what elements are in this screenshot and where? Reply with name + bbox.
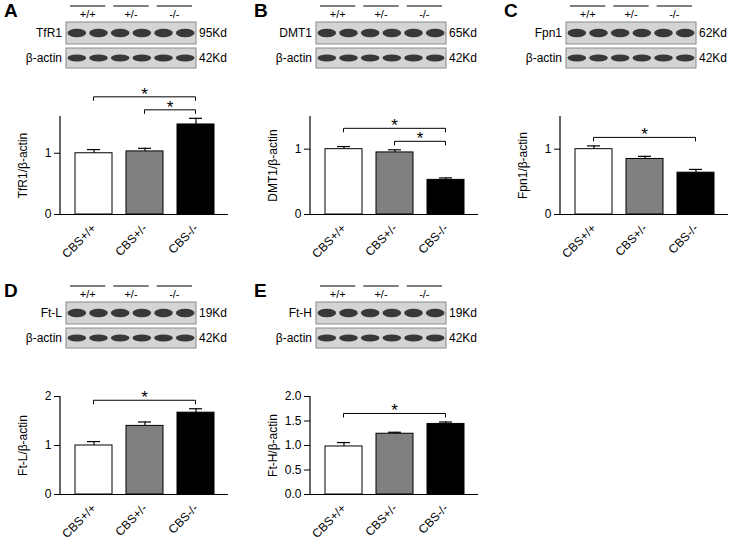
svg-text:DMT1: DMT1 xyxy=(279,26,312,40)
svg-text:0: 0 xyxy=(45,207,52,221)
svg-text:β-actin: β-actin xyxy=(26,51,62,65)
svg-text:1: 1 xyxy=(45,146,52,160)
svg-text:*: * xyxy=(141,388,148,407)
svg-text:+/+: +/+ xyxy=(580,8,596,20)
svg-text:+/+: +/+ xyxy=(330,8,346,20)
svg-text:CBS+/-: CBS+/- xyxy=(112,501,149,538)
svg-text:-/-: -/- xyxy=(169,8,180,20)
svg-text:0: 0 xyxy=(545,207,552,221)
svg-text:0: 0 xyxy=(45,487,52,501)
svg-text:TfR1: TfR1 xyxy=(36,26,62,40)
svg-text:42Kd: 42Kd xyxy=(449,331,477,345)
svg-text:1: 1 xyxy=(295,142,302,156)
svg-text:+/+: +/+ xyxy=(80,288,96,300)
svg-text:+/-: +/- xyxy=(124,288,137,300)
html-text:A: A xyxy=(4,0,18,21)
svg-text:CBS+/-: CBS+/- xyxy=(362,501,399,538)
svg-text:CBS+/+: CBS+/+ xyxy=(309,501,349,541)
svg-text:+/-: +/- xyxy=(124,8,137,20)
svg-text:CBS+/-: CBS+/- xyxy=(112,221,149,258)
svg-text:CBS+/+: CBS+/+ xyxy=(559,221,599,261)
svg-text:CBS+/+: CBS+/+ xyxy=(59,221,99,261)
svg-text:β-actin: β-actin xyxy=(276,331,312,345)
svg-text:0.0: 0.0 xyxy=(285,487,302,501)
svg-text:Ft-L: Ft-L xyxy=(41,306,63,320)
svg-text:Ft-H/β-actin: Ft-H/β-actin xyxy=(266,414,280,477)
svg-text:+/-: +/- xyxy=(374,8,387,20)
svg-text:+/-: +/- xyxy=(624,8,637,20)
svg-text:β-actin: β-actin xyxy=(276,51,312,65)
svg-text:65Kd: 65Kd xyxy=(449,26,477,40)
svg-text:0: 0 xyxy=(295,207,302,221)
svg-text:-/-: -/- xyxy=(419,8,430,20)
svg-text:Ft-L/β-actin: Ft-L/β-actin xyxy=(16,415,30,476)
svg-text:Fpn1/β-actin: Fpn1/β-actin xyxy=(516,132,530,199)
svg-text:+/+: +/+ xyxy=(330,288,346,300)
svg-text:CBS-/-: CBS-/- xyxy=(165,221,200,256)
svg-text:Fpn1: Fpn1 xyxy=(535,26,563,40)
svg-text:CBS-/-: CBS-/- xyxy=(415,221,450,256)
svg-text:CBS-/-: CBS-/- xyxy=(665,221,700,256)
html-text:D: D xyxy=(4,280,18,301)
svg-text:β-actin: β-actin xyxy=(26,331,62,345)
svg-text:42Kd: 42Kd xyxy=(199,331,227,345)
svg-text:1: 1 xyxy=(545,142,552,156)
svg-text:DMT1/β-actin: DMT1/β-actin xyxy=(266,129,280,201)
svg-text:2: 2 xyxy=(45,389,52,403)
svg-text:β-actin: β-actin xyxy=(526,51,562,65)
svg-text:-/-: -/- xyxy=(419,288,430,300)
svg-text:-/-: -/- xyxy=(669,8,680,20)
svg-text:42Kd: 42Kd xyxy=(199,51,227,65)
svg-text:19Kd: 19Kd xyxy=(199,306,227,320)
svg-text:*: * xyxy=(391,401,398,420)
svg-text:42Kd: 42Kd xyxy=(449,51,477,65)
svg-text:1.5: 1.5 xyxy=(285,414,302,428)
svg-text:0.5: 0.5 xyxy=(285,463,302,477)
svg-text:19Kd: 19Kd xyxy=(449,306,477,320)
svg-text:95Kd: 95Kd xyxy=(199,26,227,40)
html-text:C: C xyxy=(504,0,518,21)
svg-text:+/+: +/+ xyxy=(80,8,96,20)
svg-text:*: * xyxy=(391,116,398,135)
svg-text:62Kd: 62Kd xyxy=(699,26,727,40)
html-text:E: E xyxy=(254,280,267,301)
svg-text:*: * xyxy=(417,129,424,148)
svg-text:*: * xyxy=(141,85,148,104)
svg-text:2.0: 2.0 xyxy=(285,389,302,403)
svg-text:CBS-/-: CBS-/- xyxy=(415,501,450,536)
svg-text:CBS+/+: CBS+/+ xyxy=(59,501,99,541)
svg-text:*: * xyxy=(167,98,174,117)
svg-text:CBS+/-: CBS+/- xyxy=(362,221,399,258)
svg-text:Ft-H: Ft-H xyxy=(289,306,312,320)
svg-text:42Kd: 42Kd xyxy=(699,51,727,65)
html-text:B: B xyxy=(254,0,268,21)
svg-text:1.0: 1.0 xyxy=(285,438,302,452)
svg-text:CBS+/+: CBS+/+ xyxy=(309,221,349,261)
svg-text:CBS-/-: CBS-/- xyxy=(165,501,200,536)
svg-text:*: * xyxy=(641,125,648,144)
svg-text:1: 1 xyxy=(45,438,52,452)
svg-text:+/-: +/- xyxy=(374,288,387,300)
svg-text:-/-: -/- xyxy=(169,288,180,300)
svg-text:CBS+/-: CBS+/- xyxy=(612,221,649,258)
svg-text:TfR1/β-actin: TfR1/β-actin xyxy=(16,133,30,199)
